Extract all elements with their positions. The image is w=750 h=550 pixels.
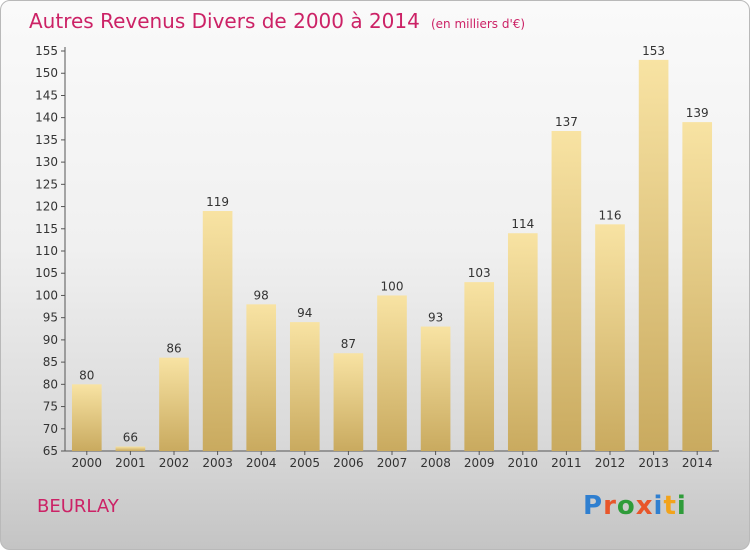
- bar-value-label: 93: [428, 311, 443, 325]
- y-tick-label: 125: [35, 177, 58, 191]
- logo-letter: t: [663, 491, 677, 521]
- x-tick-label: 2014: [682, 456, 713, 470]
- bar: [420, 326, 451, 451]
- bar-value-label: 66: [123, 431, 138, 445]
- y-tick-label: 145: [35, 88, 58, 102]
- y-tick-label: 105: [35, 266, 58, 280]
- logo-letter: o: [616, 491, 636, 521]
- x-tick-label: 2004: [246, 456, 277, 470]
- y-tick-label: 140: [35, 111, 58, 125]
- logo-letter: i: [653, 491, 664, 521]
- y-tick-label: 75: [43, 400, 58, 414]
- bar-value-label: 153: [642, 44, 665, 58]
- bar-value-label: 116: [599, 208, 622, 222]
- x-tick-label: 2012: [595, 456, 626, 470]
- bar: [159, 357, 189, 451]
- y-tick-label: 155: [35, 44, 58, 58]
- bar-value-label: 80: [79, 368, 94, 382]
- bar-value-label: 98: [254, 288, 269, 302]
- bar-value-label: 103: [468, 266, 491, 280]
- logo-letter: x: [635, 491, 654, 521]
- x-tick-label: 2009: [464, 456, 495, 470]
- bar-value-label: 87: [341, 337, 356, 351]
- x-tick-label: 2006: [333, 456, 364, 470]
- chart-unit-label: (en milliers d'€): [430, 17, 526, 31]
- bar: [377, 295, 407, 451]
- place-name: BEURLAY: [37, 496, 119, 517]
- y-tick-label: 110: [35, 244, 58, 258]
- bar-value-label: 119: [206, 195, 229, 209]
- bar: [595, 224, 625, 451]
- bar: [551, 131, 582, 451]
- logo-letter: i: [676, 491, 687, 521]
- x-tick-label: 2007: [377, 456, 408, 470]
- x-tick-label: 2000: [72, 456, 103, 470]
- bar: [682, 122, 713, 451]
- chart-title: Autres Revenus Divers de 2000 à 2014: [29, 9, 420, 33]
- bar: [638, 59, 669, 452]
- x-tick-label: 2003: [202, 456, 233, 470]
- bar: [71, 384, 102, 451]
- x-tick-label: 2008: [420, 456, 451, 470]
- bar-value-label: 139: [686, 106, 709, 120]
- y-tick-label: 130: [35, 155, 58, 169]
- bar: [202, 211, 233, 451]
- proxiti-logo: Proxiti: [583, 491, 687, 521]
- bar: [464, 282, 495, 451]
- bar-value-label: 94: [297, 306, 312, 320]
- y-tick-label: 90: [43, 333, 58, 347]
- bar: [507, 233, 538, 451]
- bar: [289, 322, 320, 451]
- bar-value-label: 137: [555, 115, 578, 129]
- bar: [115, 446, 146, 451]
- x-tick-label: 2001: [115, 456, 146, 470]
- bar-value-label: 114: [511, 217, 534, 231]
- y-tick-label: 70: [43, 422, 58, 436]
- bar: [246, 304, 277, 451]
- x-tick-label: 2013: [638, 456, 669, 470]
- logo-letter: P: [583, 491, 604, 521]
- logo-letter: r: [603, 491, 617, 521]
- chart-title-row: Autres Revenus Divers de 2000 à 2014 (en…: [29, 9, 525, 33]
- y-tick-label: 100: [35, 288, 58, 302]
- y-tick-label: 65: [43, 444, 58, 458]
- x-tick-label: 2005: [290, 456, 321, 470]
- x-tick-label: 2010: [508, 456, 539, 470]
- y-tick-label: 80: [43, 377, 58, 391]
- bar: [333, 353, 364, 451]
- y-tick-label: 95: [43, 311, 58, 325]
- y-tick-label: 85: [43, 355, 58, 369]
- y-tick-label: 120: [35, 200, 58, 214]
- x-tick-label: 2002: [159, 456, 190, 470]
- y-tick-label: 135: [35, 133, 58, 147]
- x-tick-label: 2011: [551, 456, 582, 470]
- bar-value-label: 86: [166, 342, 181, 356]
- y-tick-label: 150: [35, 66, 58, 80]
- bar-value-label: 100: [381, 279, 404, 293]
- y-tick-label: 115: [35, 222, 58, 236]
